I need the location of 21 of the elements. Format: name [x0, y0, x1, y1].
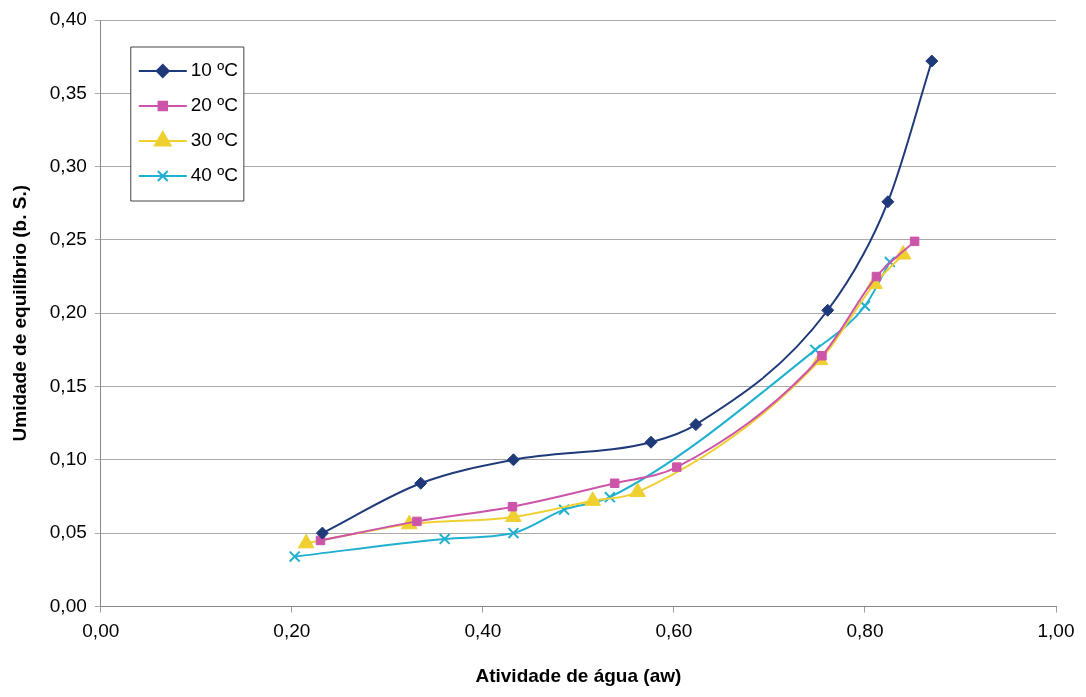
- legend-label: 10 ºC: [190, 59, 238, 81]
- y-tick-label: 0,30: [49, 154, 87, 176]
- legend-label: 20 ºC: [190, 94, 238, 116]
- x-tick-label: 0,40: [464, 620, 502, 642]
- y-tick-label: 0,00: [49, 594, 87, 616]
- y-tick-label: 0,10: [49, 448, 87, 470]
- x-tick-label: 0,80: [846, 620, 884, 642]
- x-tick-label: 0,00: [82, 620, 120, 642]
- y-tick-label: 0,05: [49, 521, 87, 543]
- legend-label: 30 ºC: [190, 129, 238, 151]
- y-tick-label: 0,25: [49, 228, 87, 250]
- x-tick-label: 0,60: [655, 620, 693, 642]
- y-axis-title: Umidade de equilíbrio (b. S.): [8, 184, 30, 442]
- y-tick-label: 0,20: [49, 301, 87, 323]
- y-tick-label: 0,15: [49, 374, 87, 396]
- x-axis-title: Atividade de água (aw): [475, 664, 682, 686]
- y-tick-label: 0,40: [49, 8, 87, 30]
- legend-label: 40 ºC: [190, 164, 238, 186]
- y-tick-label: 0,35: [49, 81, 87, 103]
- x-tick-label: 1,00: [1037, 620, 1075, 642]
- x-tick-label: 0,20: [273, 620, 311, 642]
